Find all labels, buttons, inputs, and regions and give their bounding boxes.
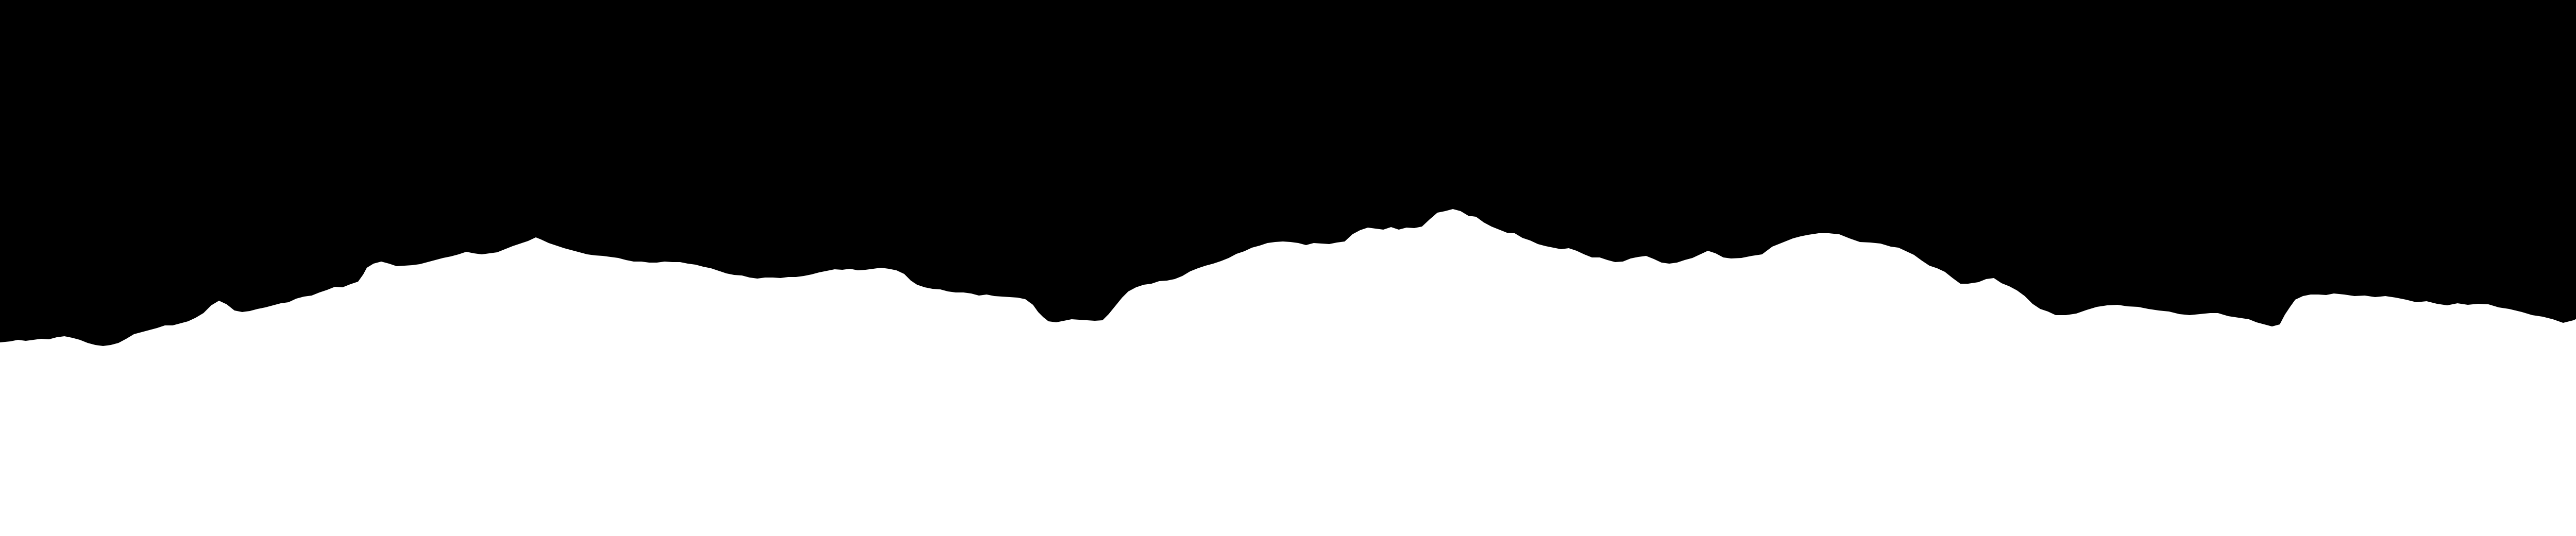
black-torn-silhouette <box>0 0 2576 346</box>
